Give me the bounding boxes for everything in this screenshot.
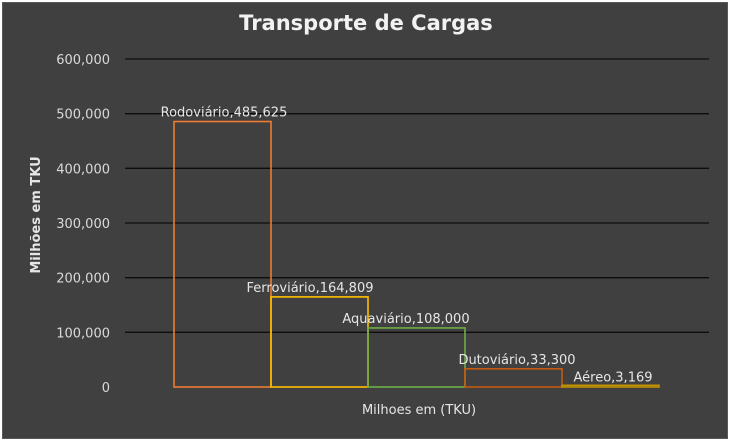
y-axis-label: Milhões em TKU xyxy=(29,156,44,273)
y-tick-label: 200,000 xyxy=(56,272,110,287)
x-axis-label: Milhoes em (TKU) xyxy=(362,403,476,418)
data-label: Aquaviário,108,000 xyxy=(342,312,469,327)
data-label: Rodoviário,485,625 xyxy=(161,106,288,121)
bar[interactable] xyxy=(561,384,660,388)
bar[interactable] xyxy=(464,367,563,388)
y-tick-label: 0 xyxy=(102,381,110,396)
bar[interactable] xyxy=(270,296,369,388)
data-label: Ferroviário,164,809 xyxy=(247,281,374,296)
bar[interactable] xyxy=(367,327,466,388)
y-tick-label: 500,000 xyxy=(56,108,110,123)
y-tick-label: 100,000 xyxy=(56,326,110,341)
y-tick-label: 600,000 xyxy=(56,53,110,68)
bar[interactable] xyxy=(173,120,272,388)
y-tick-label: 300,000 xyxy=(56,217,110,232)
chart-frame: Transporte de Cargas 0 100,000 200,000 300,… xyxy=(2,2,728,439)
y-tick-label: 400,000 xyxy=(56,162,110,177)
chart-plot: 0 100,000 200,000 300,000 400,000 500,000 600,… xyxy=(29,53,709,418)
data-label: Aéreo,3,169 xyxy=(573,370,652,385)
chart-title: Transporte de Cargas xyxy=(239,11,493,35)
data-label: Dutoviário,33,300 xyxy=(458,353,575,368)
